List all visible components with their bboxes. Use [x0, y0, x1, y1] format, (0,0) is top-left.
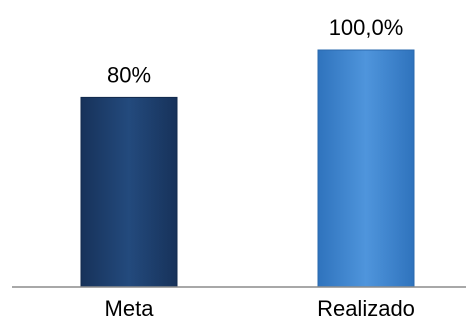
category-label-meta: Meta [105, 296, 155, 321]
bar-meta [80, 96, 178, 288]
data-label-meta: 80% [107, 62, 151, 87]
category-labels-layer: Meta Realizado [105, 296, 415, 321]
labels-layer: 80% 100,0% [107, 15, 403, 87]
bar-realizado [317, 49, 415, 288]
data-label-realizado: 100,0% [329, 15, 404, 40]
bars-layer [80, 49, 415, 288]
category-label-realizado: Realizado [317, 296, 415, 321]
